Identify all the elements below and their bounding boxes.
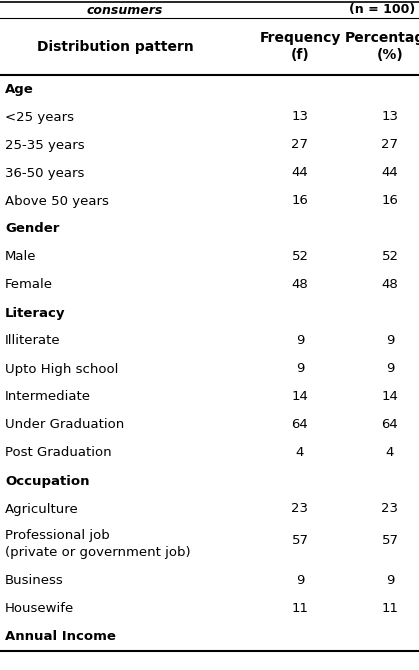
- Text: 9: 9: [386, 574, 394, 588]
- Text: 14: 14: [382, 391, 398, 403]
- Text: Housewife: Housewife: [5, 602, 74, 616]
- Text: 27: 27: [382, 139, 398, 151]
- Text: consumers: consumers: [87, 3, 163, 17]
- Text: 4: 4: [296, 446, 304, 460]
- Text: 36-50 years: 36-50 years: [5, 167, 84, 180]
- Text: Occupation: Occupation: [5, 474, 90, 488]
- Text: 27: 27: [292, 139, 308, 151]
- Text: 9: 9: [296, 362, 304, 375]
- Text: Agriculture: Agriculture: [5, 502, 79, 515]
- Text: 44: 44: [292, 167, 308, 180]
- Text: Literacy: Literacy: [5, 306, 65, 320]
- Text: 11: 11: [382, 602, 398, 616]
- Text: 9: 9: [386, 362, 394, 375]
- Text: 23: 23: [382, 502, 398, 515]
- Text: Intermediate: Intermediate: [5, 391, 91, 403]
- Text: Gender: Gender: [5, 222, 59, 235]
- Text: Distribution pattern: Distribution pattern: [36, 40, 194, 54]
- Text: 64: 64: [292, 419, 308, 431]
- Text: Annual Income: Annual Income: [5, 630, 116, 643]
- Text: 16: 16: [292, 194, 308, 208]
- Text: 9: 9: [296, 574, 304, 588]
- Text: Male: Male: [5, 251, 36, 263]
- Text: (n = 100): (n = 100): [349, 3, 415, 17]
- Text: 9: 9: [296, 334, 304, 348]
- Text: 48: 48: [382, 279, 398, 291]
- Text: Illiterate: Illiterate: [5, 334, 61, 348]
- Text: 52: 52: [292, 251, 308, 263]
- Text: 4: 4: [386, 446, 394, 460]
- Text: Professional job
(private or government job): Professional job (private or government …: [5, 529, 191, 559]
- Text: 13: 13: [382, 111, 398, 123]
- Text: 25-35 years: 25-35 years: [5, 139, 85, 151]
- Text: 9: 9: [386, 334, 394, 348]
- Text: Upto High school: Upto High school: [5, 362, 119, 375]
- Text: Business: Business: [5, 574, 64, 588]
- Text: Age: Age: [5, 82, 34, 96]
- Text: 16: 16: [382, 194, 398, 208]
- Text: Above 50 years: Above 50 years: [5, 194, 109, 208]
- Text: 52: 52: [382, 251, 398, 263]
- Text: Female: Female: [5, 279, 53, 291]
- Text: Post Graduation: Post Graduation: [5, 446, 111, 460]
- Text: 57: 57: [292, 535, 308, 547]
- Text: 57: 57: [382, 535, 398, 547]
- Text: <25 years: <25 years: [5, 111, 74, 123]
- Text: 48: 48: [292, 279, 308, 291]
- Text: 11: 11: [292, 602, 308, 616]
- Text: 14: 14: [292, 391, 308, 403]
- Text: Frequency
(f): Frequency (f): [259, 31, 341, 62]
- Text: 64: 64: [382, 419, 398, 431]
- Text: 23: 23: [292, 502, 308, 515]
- Text: Under Graduation: Under Graduation: [5, 419, 124, 431]
- Text: Percentage
(%): Percentage (%): [345, 31, 419, 62]
- Text: 44: 44: [382, 167, 398, 180]
- Text: 13: 13: [292, 111, 308, 123]
